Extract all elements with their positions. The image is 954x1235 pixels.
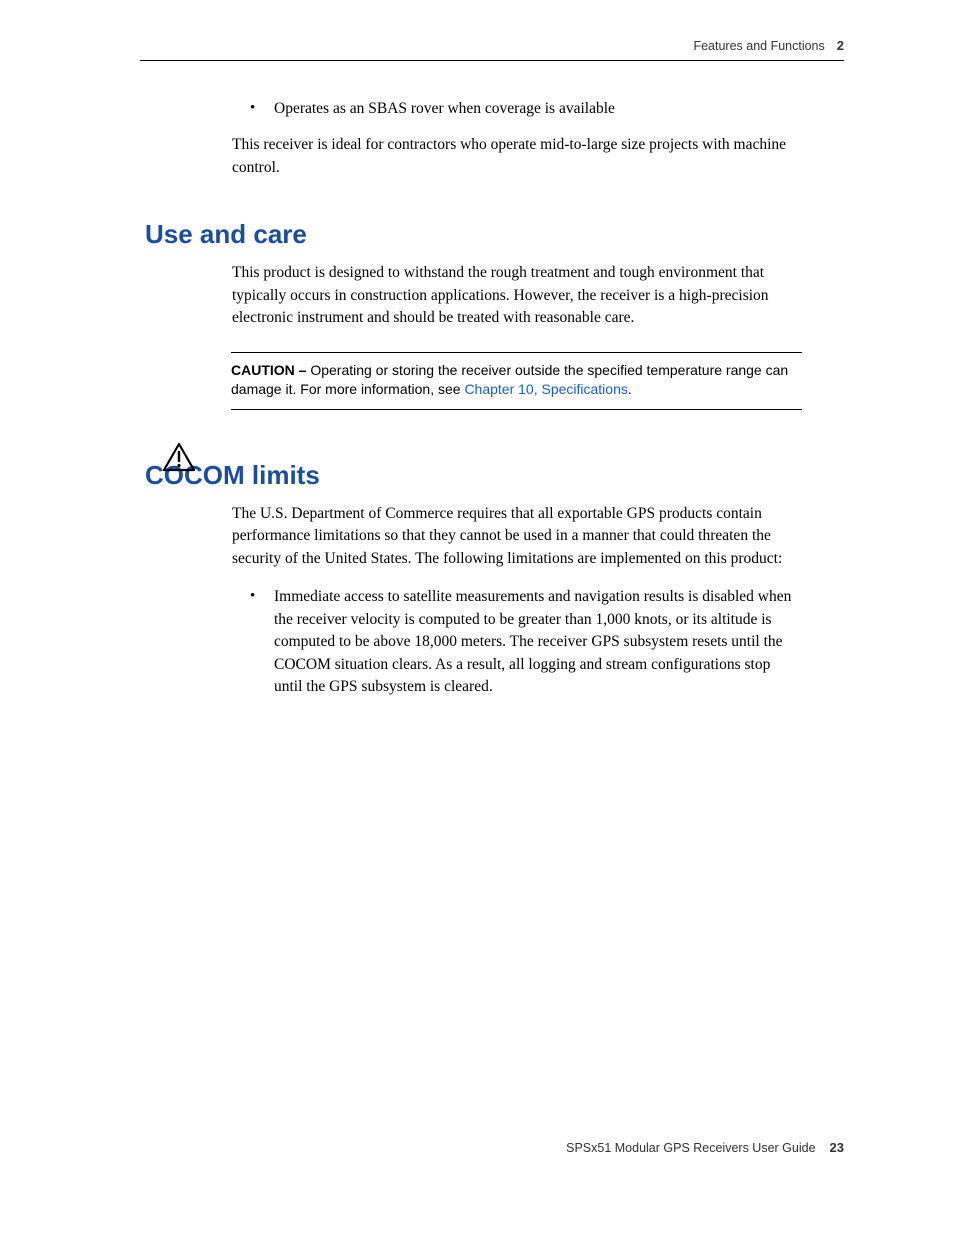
use-and-care-heading: Use and care bbox=[145, 219, 802, 250]
intro-bullet-text: Operates as an SBAS rover when coverage … bbox=[274, 98, 615, 120]
cocom-heading: COCOM limits bbox=[145, 460, 802, 491]
footer-page-number: 23 bbox=[830, 1140, 844, 1155]
page-header: Features and Functions 2 bbox=[693, 38, 844, 53]
header-rule bbox=[140, 60, 844, 61]
caution-content: CAUTION – Operating or storing the recei… bbox=[231, 362, 788, 397]
bullet-marker: • bbox=[232, 586, 274, 608]
caution-block: CAUTION – Operating or storing the recei… bbox=[231, 352, 802, 410]
header-chapter-number: 2 bbox=[837, 38, 844, 53]
cocom-section: COCOM limits The U.S. Department of Comm… bbox=[232, 460, 802, 699]
caution-triangle-icon bbox=[162, 442, 196, 472]
intro-bullet-row: • Operates as an SBAS rover when coverag… bbox=[232, 98, 802, 120]
cocom-bullet-text: Immediate access to satellite measuremen… bbox=[274, 586, 802, 698]
caution-label: CAUTION – bbox=[231, 362, 310, 378]
intro-paragraph: This receiver is ideal for contractors w… bbox=[232, 134, 802, 179]
specifications-link[interactable]: Chapter 10, Specifications bbox=[464, 381, 627, 397]
use-and-care-body: This product is designed to withstand th… bbox=[232, 262, 802, 329]
footer-doc-title: SPSx51 Modular GPS Receivers User Guide bbox=[566, 1141, 815, 1155]
cocom-intro: The U.S. Department of Commerce requires… bbox=[232, 503, 802, 570]
caution-text-after: . bbox=[628, 381, 632, 397]
cocom-bullet-row: • Immediate access to satellite measurem… bbox=[232, 586, 802, 698]
header-section-name: Features and Functions bbox=[693, 39, 824, 53]
page-content: • Operates as an SBAS rover when coverag… bbox=[232, 98, 802, 713]
caution-ruled-box: CAUTION – Operating or storing the recei… bbox=[231, 352, 802, 410]
page-footer: SPSx51 Modular GPS Receivers User Guide … bbox=[566, 1140, 844, 1155]
bullet-marker: • bbox=[232, 98, 274, 120]
